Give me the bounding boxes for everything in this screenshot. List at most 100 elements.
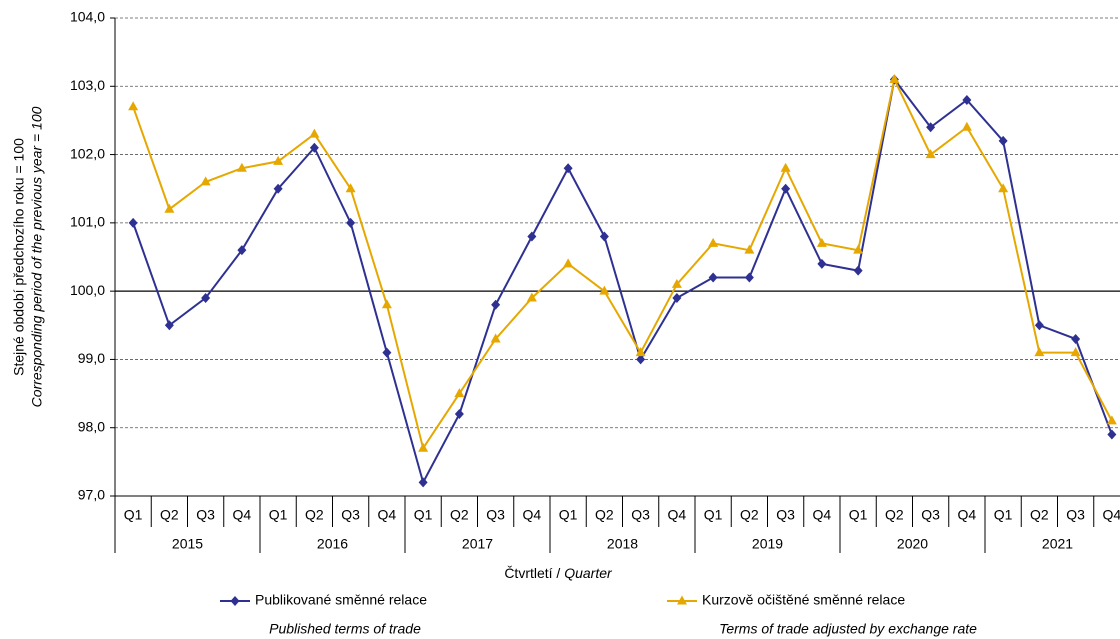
point (1107, 429, 1117, 440)
y-tick-label: 100,0 (70, 282, 105, 298)
point (309, 142, 319, 153)
x-group-label: 2019 (752, 536, 783, 552)
x-tick-label: Q2 (595, 507, 614, 523)
point (853, 244, 864, 254)
point (128, 217, 138, 228)
point (599, 285, 610, 295)
point (961, 121, 972, 131)
point (563, 258, 574, 268)
x-tick-label: Q2 (450, 507, 469, 523)
point (382, 347, 392, 358)
point (454, 388, 465, 398)
point (672, 292, 682, 303)
x-tick-label: Q4 (958, 507, 977, 523)
point (200, 176, 211, 186)
x-tick-label: Q1 (414, 507, 433, 523)
y-axis-label-en: Corresponding period of the previous yea… (29, 106, 45, 407)
point (164, 320, 174, 331)
legend-marker (677, 595, 687, 605)
point (418, 477, 428, 488)
x-tick-label: Q4 (233, 507, 252, 523)
point (346, 217, 356, 228)
x-axis-label-part: Čtvrtletí / (504, 565, 564, 581)
point (889, 73, 900, 83)
x-tick-label: Q2 (305, 507, 324, 523)
y-tick-label: 104,0 (70, 9, 105, 25)
x-tick-label: Q3 (921, 507, 940, 523)
point (454, 409, 464, 420)
x-tick-label: Q3 (196, 507, 215, 523)
legend-label: Publikované směnné relace (255, 592, 427, 608)
point (744, 272, 754, 283)
point (962, 94, 972, 105)
point (998, 135, 1008, 146)
point (1034, 320, 1044, 331)
y-tick-label: 103,0 (70, 77, 105, 93)
x-tick-label: Q1 (269, 507, 288, 523)
point (925, 149, 936, 159)
point (816, 237, 827, 247)
x-group-label: 2017 (462, 536, 493, 552)
x-tick-label: Q3 (341, 507, 360, 523)
point (1070, 347, 1081, 357)
y-tick-label: 97,0 (78, 487, 105, 503)
point (1034, 347, 1045, 357)
x-axis-label-part: Quarter (564, 565, 613, 581)
point (817, 258, 827, 269)
x-tick-label: Q3 (776, 507, 795, 523)
point (1106, 415, 1117, 425)
x-tick-label: Q3 (631, 507, 650, 523)
point (708, 237, 719, 247)
legend-label: Kurzově očištěné směnné relace (702, 592, 905, 608)
point (1071, 333, 1081, 344)
point (744, 244, 755, 254)
legend-label-en: Terms of trade adjusted by exchange rate (719, 621, 977, 637)
x-tick-label: Q1 (994, 507, 1013, 523)
x-tick-label: Q1 (704, 507, 723, 523)
point (418, 442, 429, 452)
point (201, 292, 211, 303)
point (635, 347, 646, 357)
point (237, 245, 247, 256)
point (273, 183, 283, 194)
point (490, 333, 501, 343)
legend-label-en: Published terms of trade (269, 621, 421, 637)
y-tick-label: 102,0 (70, 145, 105, 161)
x-tick-label: Q4 (813, 507, 832, 523)
point (309, 128, 320, 138)
x-axis-label: Čtvrtletí / Quarter (504, 565, 613, 581)
point (708, 272, 718, 283)
point (236, 162, 247, 172)
y-tick-label: 99,0 (78, 350, 105, 366)
series-line (132, 77, 1113, 486)
legend-marker (230, 596, 240, 606)
x-tick-label: Q2 (160, 507, 179, 523)
x-tick-label: Q2 (1030, 507, 1049, 523)
point (491, 299, 501, 310)
point (128, 101, 139, 111)
point (273, 155, 284, 165)
point (671, 278, 682, 288)
y-axis-label: Stejné období předchozího roku = 100 (11, 138, 27, 376)
x-tick-label: Q2 (740, 507, 759, 523)
x-tick-label: Q2 (885, 507, 904, 523)
y-tick-label: 101,0 (70, 214, 105, 230)
point (853, 265, 863, 276)
x-tick-label: Q3 (486, 507, 505, 523)
x-tick-label: Q4 (378, 507, 397, 523)
x-group-label: 2018 (607, 536, 638, 552)
x-tick-label: Q4 (668, 507, 687, 523)
point (926, 122, 936, 133)
x-group-label: 2021 (1042, 536, 1073, 552)
x-group-label: 2020 (897, 536, 928, 552)
y-tick-label: 98,0 (78, 418, 105, 434)
point (526, 292, 537, 302)
point (527, 231, 537, 242)
point (563, 163, 573, 174)
point (599, 231, 609, 242)
point (164, 203, 175, 213)
point (345, 183, 356, 193)
x-tick-label: Q1 (124, 507, 143, 523)
x-group-label: 2016 (317, 536, 348, 552)
